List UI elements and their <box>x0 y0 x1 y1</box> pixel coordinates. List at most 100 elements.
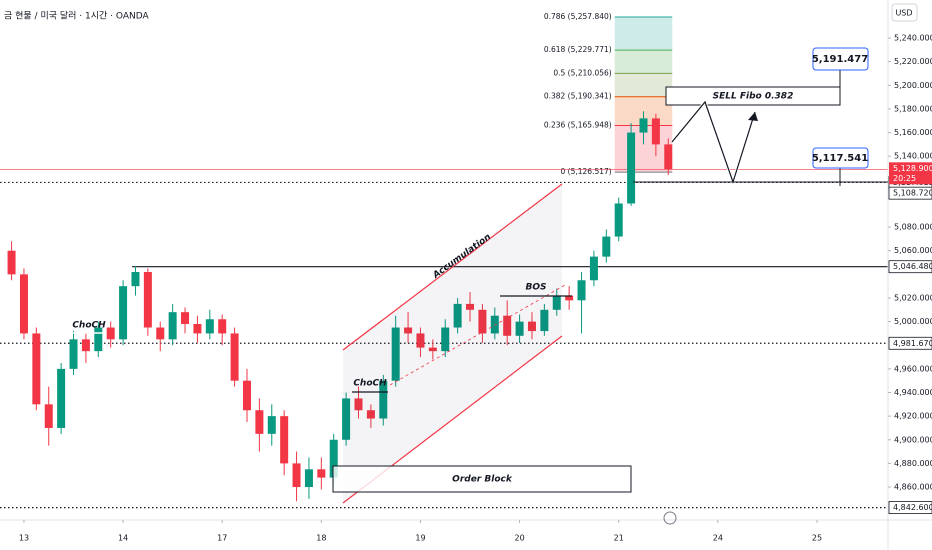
candle-body <box>44 404 53 428</box>
candle-body <box>230 333 239 381</box>
candle-body <box>466 303 475 310</box>
y-tick-label: 4,900.000 <box>894 435 932 444</box>
fib-label: 0.618 (5,229.771) <box>544 45 612 54</box>
event-icon[interactable] <box>663 511 677 525</box>
choch-label: ChoCH <box>353 379 387 389</box>
candle-body <box>428 347 437 352</box>
x-tick-label: 25 <box>812 534 822 543</box>
candle-body <box>32 333 41 405</box>
axis-bg <box>888 0 932 520</box>
candle-body <box>304 469 313 488</box>
candle-body <box>527 321 536 332</box>
x-tick-label: 21 <box>614 534 624 543</box>
level-tag <box>888 260 932 274</box>
candle-body <box>7 250 16 275</box>
candle-body <box>490 315 499 334</box>
candle-body <box>614 203 623 237</box>
choch-label: ChoCH <box>72 321 106 331</box>
candle-body <box>503 315 512 336</box>
candle-body <box>143 271 152 328</box>
channel-fill <box>343 184 562 503</box>
candle-body <box>589 256 598 281</box>
target-box <box>812 147 869 169</box>
target-high: 5,191.477 <box>812 54 868 65</box>
y-tick-label: 4,920.000 <box>894 412 932 421</box>
candle-body <box>57 368 66 428</box>
y-tick-label: 4,940.000 <box>894 388 932 397</box>
candle-body <box>366 410 375 419</box>
candle-body <box>19 274 28 334</box>
currency-box <box>891 3 918 22</box>
level-tag-label: 5,108.720 <box>893 189 932 198</box>
candle-body <box>639 118 648 133</box>
candle-body <box>106 327 115 340</box>
channel-top <box>342 183 563 351</box>
y-tick-label: 5,020.000 <box>894 293 932 302</box>
order-block-label: Order Block <box>452 475 513 485</box>
candle-body <box>416 333 425 348</box>
target-low: 5,117.541 <box>812 153 868 164</box>
candle-body <box>577 280 586 301</box>
level-tag-label: 4,842.600 <box>893 503 932 512</box>
candle-body <box>181 312 190 324</box>
candle-body <box>354 398 363 411</box>
fib-label: 0.5 (5,210.056) <box>553 68 611 77</box>
x-tick-label: 18 <box>316 534 326 543</box>
fib-band <box>614 16 673 51</box>
projection-path <box>671 100 756 184</box>
symbol-title: 금 현물 / 미국 달러 · 1시간 · OANDA <box>4 10 149 22</box>
candle-body <box>242 380 251 411</box>
target-box <box>812 47 869 71</box>
y-tick-label: 4,860.000 <box>894 483 932 492</box>
candle-body <box>317 469 326 478</box>
y-tick-label: 5,220.000 <box>894 57 932 66</box>
y-tick-label: 5,080.000 <box>894 223 932 232</box>
arrow-head <box>748 112 758 121</box>
x-tick-label: 14 <box>118 534 128 543</box>
fib-label: 0 (5,126.517) <box>561 167 612 176</box>
candle-body <box>515 321 524 336</box>
candle-body <box>379 380 388 419</box>
candle-body <box>404 327 413 334</box>
candle-body <box>292 463 301 488</box>
candle-body <box>94 327 103 352</box>
x-tick-label: 17 <box>217 534 227 543</box>
y-tick-label: 4,960.000 <box>894 364 932 373</box>
y-tick-label: 4,880.000 <box>894 459 932 468</box>
fib-label: 0.786 (5,257.840) <box>544 12 612 21</box>
fib-label: 0.382 (5,190.341) <box>544 92 612 101</box>
y-tick-label: 5,200.000 <box>894 81 932 90</box>
candle-body <box>119 286 128 340</box>
candle-body <box>478 309 487 334</box>
fib-label: 0.236 (5,165.948) <box>544 121 612 130</box>
candle-body <box>69 339 78 369</box>
y-tick-label: 5,180.000 <box>894 104 932 113</box>
candle-body <box>81 339 90 352</box>
order-block <box>332 465 632 493</box>
candle-body <box>453 303 462 328</box>
y-tick-label: 5,140.000 <box>894 152 932 161</box>
candle-body <box>627 132 636 204</box>
candle-body <box>205 319 214 334</box>
fib-band <box>614 50 673 74</box>
candle-body <box>156 327 165 340</box>
level-tag-label: 5,046.480 <box>893 262 932 271</box>
x-tick-label: 24 <box>713 534 723 543</box>
candle-body <box>540 309 549 332</box>
candle-body <box>168 312 177 340</box>
overlay: Accumulation ChoCH ChoCH BOS Order Block… <box>68 47 888 525</box>
candle-body <box>391 327 400 381</box>
countdown: 20:25 <box>893 174 916 183</box>
candle-body <box>651 118 660 145</box>
y-tick-label: 5,000.000 <box>894 317 932 326</box>
y-tick-label: 5,160.000 <box>894 128 932 137</box>
fib-band <box>614 73 673 97</box>
candle-body <box>565 295 574 301</box>
candle-body <box>441 327 450 352</box>
candle-body <box>267 416 276 434</box>
level-tag <box>888 336 932 350</box>
candle-body <box>342 398 351 440</box>
candle-body <box>218 319 227 334</box>
